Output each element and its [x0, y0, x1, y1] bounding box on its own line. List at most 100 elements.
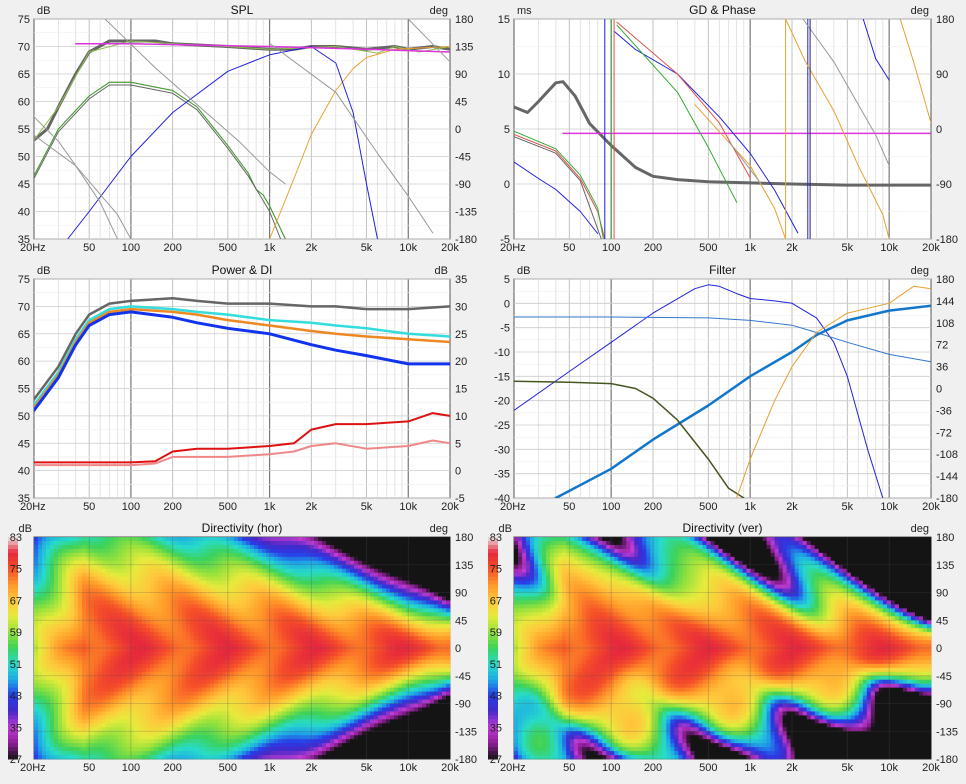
heatmap-cell [294, 704, 298, 708]
heatmap-cell [302, 723, 306, 727]
heatmap-cell [122, 719, 126, 723]
heatmap-cell [98, 545, 102, 549]
heatmap-cell [90, 688, 94, 692]
heatmap-cell [162, 688, 166, 692]
heatmap-cell [330, 632, 334, 636]
heatmap-cell [90, 680, 94, 684]
heatmap-cell [78, 593, 82, 597]
heatmap-cell [54, 723, 58, 727]
heatmap-cell [190, 684, 194, 688]
heatmap-cell [246, 585, 250, 589]
heatmap-cell [162, 585, 166, 589]
heatmap-cell [158, 723, 162, 727]
heatmap-cell [202, 707, 206, 711]
heatmap-cell [70, 751, 74, 755]
heatmap-cell [270, 696, 274, 700]
heatmap-cell [158, 577, 162, 581]
heatmap-cell [306, 636, 310, 640]
heatmap-cell [186, 743, 190, 747]
heatmap-cell [74, 632, 78, 636]
heatmap-cell [174, 593, 178, 597]
heatmap-cell [194, 632, 198, 636]
heatmap-cell [274, 731, 278, 735]
heatmap-cell [286, 581, 290, 585]
heatmap-cell [206, 719, 210, 723]
heatmap-cell [258, 577, 262, 581]
heatmap-cell [126, 723, 130, 727]
heatmap-cell [346, 537, 350, 541]
heatmap-cell [242, 704, 246, 708]
heatmap-cell [258, 557, 262, 561]
heatmap-cell [282, 739, 286, 743]
heatmap-cell [54, 652, 58, 656]
heatmap-cell [322, 664, 326, 668]
heatmap-cell [42, 664, 46, 668]
heatmap-cell [206, 545, 210, 549]
heatmap-cell [230, 608, 234, 612]
heatmap-cell [46, 620, 50, 624]
heatmap-cell [50, 751, 54, 755]
heatmap-cell [174, 751, 178, 755]
heatmap-cell [246, 656, 250, 660]
heatmap-cell [138, 553, 142, 557]
heatmap-cell [142, 711, 146, 715]
heatmap-cell [278, 549, 282, 553]
heatmap-cell [94, 747, 98, 751]
heatmap-cell [298, 612, 302, 616]
heatmap-cell [82, 628, 86, 632]
heatmap-cell [230, 696, 234, 700]
heatmap-cell [74, 711, 78, 715]
heatmap-cell [210, 688, 214, 692]
heatmap-cell [242, 656, 246, 660]
heatmap-cell [134, 660, 138, 664]
gdphase-title: GD & Phase [689, 3, 756, 17]
heatmap-cell [42, 636, 46, 640]
heatmap-cell [102, 739, 106, 743]
heatmap-cell [274, 636, 278, 640]
heatmap-cell [102, 593, 106, 597]
heatmap-cell [94, 692, 98, 696]
heatmap-cell [46, 751, 50, 755]
heatmap-cell [290, 585, 294, 589]
heatmap-cell [186, 680, 190, 684]
heatmap-cell [154, 628, 158, 632]
heatmap-cell [306, 541, 310, 545]
heatmap-cell [290, 676, 294, 680]
heatmap-cell [58, 684, 62, 688]
heatmap-cell [138, 565, 142, 569]
heatmap-cell [98, 664, 102, 668]
heatmap-cell [162, 549, 166, 553]
heatmap-cell [230, 743, 234, 747]
heatmap-cell [358, 747, 362, 751]
heatmap-cell [350, 715, 354, 719]
heatmap-cell [298, 648, 302, 652]
heatmap-cell [210, 604, 214, 608]
heatmap-cell [202, 624, 206, 628]
heatmap-cell [302, 565, 306, 569]
heatmap-cell [170, 676, 174, 680]
heatmap-cell [230, 688, 234, 692]
heatmap-cell [338, 719, 342, 723]
heatmap-cell [218, 545, 222, 549]
heatmap-cell [238, 743, 242, 747]
heatmap-cell [102, 604, 106, 608]
heatmap-cell [38, 731, 42, 735]
heatmap-cell [42, 747, 46, 751]
heatmap-cell [322, 569, 326, 573]
heatmap-cell [274, 668, 278, 672]
heatmap-cell [262, 537, 266, 541]
heatmap-cell [146, 557, 150, 561]
heatmap-cell [106, 549, 110, 553]
heatmap-cell [246, 707, 250, 711]
heatmap-cell [354, 640, 358, 644]
heatmap-cell [242, 715, 246, 719]
heatmap-cell [70, 739, 74, 743]
heatmap-cell [134, 715, 138, 719]
heatmap-cell [166, 628, 170, 632]
heatmap-cell [202, 593, 206, 597]
heatmap-cell [54, 620, 58, 624]
heatmap-cell [154, 711, 158, 715]
y2-tick-label: 72 [936, 340, 948, 352]
heatmap-cell [230, 569, 234, 573]
heatmap-cell [230, 731, 234, 735]
